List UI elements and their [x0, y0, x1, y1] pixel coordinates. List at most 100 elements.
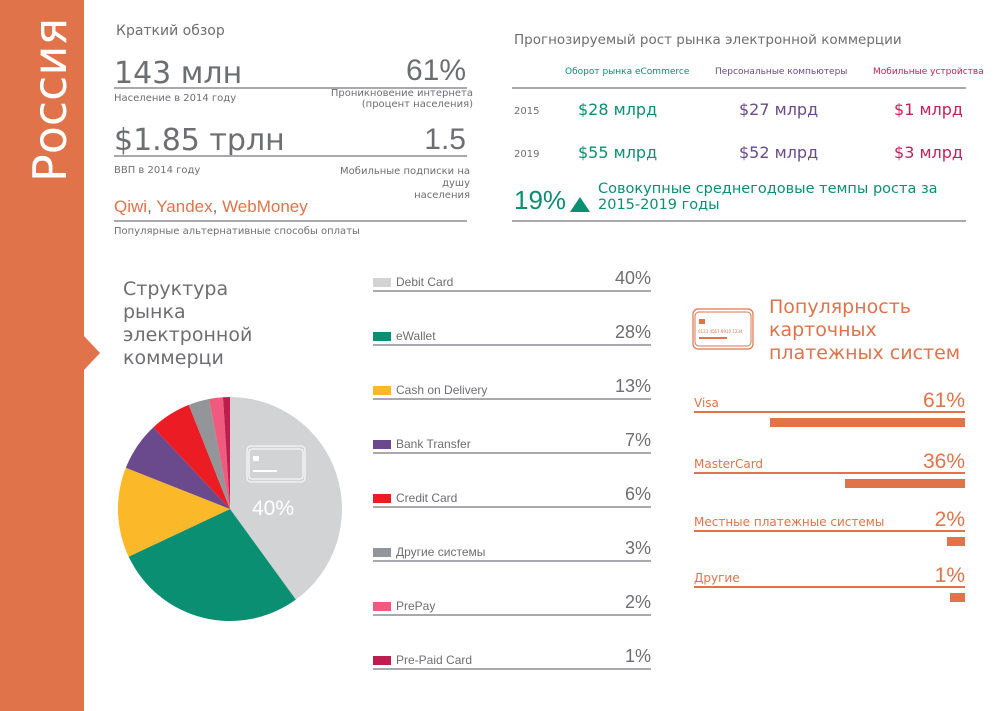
population-value: 143 млн: [114, 56, 243, 91]
legend-item: Bank Transfer 7%: [373, 430, 651, 454]
pie-slice-ewallet: [128, 509, 296, 621]
card-system-label: Другие: [694, 571, 740, 585]
mobile-2015: $1 млрд: [894, 100, 963, 119]
mobile-label-1: Мобильные подписки на: [340, 166, 470, 177]
legend-swatch: [373, 278, 391, 287]
legend-swatch: [373, 602, 391, 611]
legend-swatch: [373, 548, 391, 557]
legend-label: Bank Transfer: [396, 437, 471, 451]
pie-title-line: электронной: [123, 324, 253, 346]
internet-value: 61%: [405, 54, 466, 87]
card-icon: [246, 445, 306, 483]
header-ecommerce: Оборот рынка eCommerce: [565, 67, 690, 77]
pc-2019: $52 млрд: [739, 143, 819, 162]
separator: ,: [147, 197, 157, 216]
pie-chart: 40%: [117, 397, 343, 621]
pie-slice-cash-on-delivery: [117, 467, 230, 557]
pie-title: Структура рынка электронной коммерци: [123, 278, 252, 370]
pc-2015: $27 млрд: [739, 100, 819, 119]
year-2015: 2015: [514, 106, 540, 117]
legend-label: Другие системы: [396, 545, 486, 559]
card-system-bar: [770, 418, 965, 427]
card-system-label: MasterCard: [694, 457, 764, 471]
card-icon: 0123 4567 8910 1234: [692, 308, 754, 350]
legend-swatch: [373, 656, 391, 665]
pie-slice-pre-paid-card: [222, 397, 230, 509]
up-triangle-icon: [570, 197, 590, 212]
pie-slice-другие-системы: [188, 398, 230, 509]
separator: ,: [212, 197, 223, 216]
internet-label: Проникновение интернета (процент населени…: [300, 88, 473, 110]
card-system-row: MasterCard 36%: [694, 450, 965, 488]
legend-swatch: [373, 332, 391, 341]
ecommerce-2019: $55 млрд: [578, 143, 658, 162]
card-system-bar: [950, 593, 965, 602]
legend-label: Cash on Delivery: [396, 383, 488, 397]
gdp-label: ВВП в 2014 году: [114, 165, 201, 176]
legend-item: PrePay 2%: [373, 592, 651, 616]
payment-methods: Qiwi, Yandex, WebMoney: [114, 197, 308, 217]
card-system-bar: [845, 479, 965, 488]
card-system-value: 1%: [934, 564, 965, 587]
cagr-value: 19%: [514, 185, 567, 215]
legend-label: Credit Card: [396, 491, 458, 505]
gdp-value: $1.85 трлн: [114, 123, 285, 158]
legend-label: Pre-Paid Card: [396, 653, 473, 667]
pie-title-line: Структура: [123, 278, 229, 300]
mobile-label-2: душу: [442, 178, 470, 189]
mobile-label-3: населения: [414, 190, 470, 201]
mobile-2019: $3 млрд: [894, 143, 963, 162]
pie-slice-debit-card: [230, 397, 343, 600]
legend-value: 40%: [614, 268, 651, 288]
legend-item: Pre-Paid Card 1%: [373, 646, 651, 670]
legend-swatch: [373, 386, 391, 395]
sidebar-arrow: [84, 336, 100, 370]
legend-item: Credit Card 6%: [373, 484, 651, 508]
header-pc: Персональные компьютеры: [715, 67, 848, 77]
legend-value: 13%: [614, 376, 651, 396]
internet-label-1: Проникновение интернета: [330, 88, 473, 99]
cagr-label: Совокупные среднегодовые темпы роста за 2…: [598, 181, 938, 213]
legend-swatch: [373, 440, 391, 449]
pie-slice-credit-card: [153, 404, 230, 509]
card-popularity-title: Популярность карточных платежных систем: [769, 296, 960, 365]
pie-slice-bank-transfer: [125, 427, 230, 509]
legend-item: eWallet 28%: [373, 322, 651, 346]
population-label: Население в 2014 году: [114, 93, 237, 104]
card-system-value: 36%: [922, 450, 965, 473]
ecommerce-2015: $28 млрд: [578, 100, 658, 119]
legend-label: eWallet: [396, 329, 436, 343]
sidebar: [0, 0, 84, 711]
pie-slice-prepay: [209, 397, 230, 509]
pie-title-line: коммерци: [123, 347, 224, 369]
legend-value: 1%: [624, 646, 651, 666]
legend-value: 6%: [624, 484, 651, 504]
payment-qiwi: Qiwi: [114, 197, 148, 216]
payment-webmoney: WebMoney: [222, 197, 308, 216]
header-mobile: Мобильные устройства: [873, 67, 984, 77]
card-system-value: 61%: [922, 389, 965, 412]
internet-label-2: (процент населения): [361, 99, 473, 110]
legend-value: 28%: [614, 322, 651, 342]
growth-title: Прогнозируемый рост рынка электронной ко…: [514, 32, 902, 48]
svg-text:0123 4567 8910 1234: 0123 4567 8910 1234: [698, 329, 743, 334]
card-title-line: карточных: [769, 319, 877, 341]
card-system-bar: [947, 537, 965, 546]
mobile-label: Мобильные подписки на душу населения: [300, 166, 470, 202]
legend-value: 3%: [624, 538, 651, 558]
card-system-row: Местные платежные системы 2%: [694, 508, 965, 546]
country-title: Россия: [23, 17, 77, 183]
card-system-label: Местные платежные системы: [694, 515, 885, 529]
legend-label: PrePay: [396, 599, 436, 613]
legend-value: 7%: [624, 430, 651, 450]
card-system-label: Visa: [694, 396, 719, 410]
year-2019: 2019: [514, 149, 540, 160]
pie-title-line: рынка: [123, 301, 186, 323]
legend-swatch: [373, 494, 391, 503]
cagr-label-2: 2015-2019 годы: [598, 197, 720, 213]
pie-slice-label: 40%: [252, 497, 294, 520]
legend-label: Debit Card: [396, 275, 454, 289]
payment-yandex: Yandex: [156, 197, 213, 216]
card-title-line: Популярность: [769, 296, 911, 318]
legend-value: 2%: [624, 592, 651, 612]
